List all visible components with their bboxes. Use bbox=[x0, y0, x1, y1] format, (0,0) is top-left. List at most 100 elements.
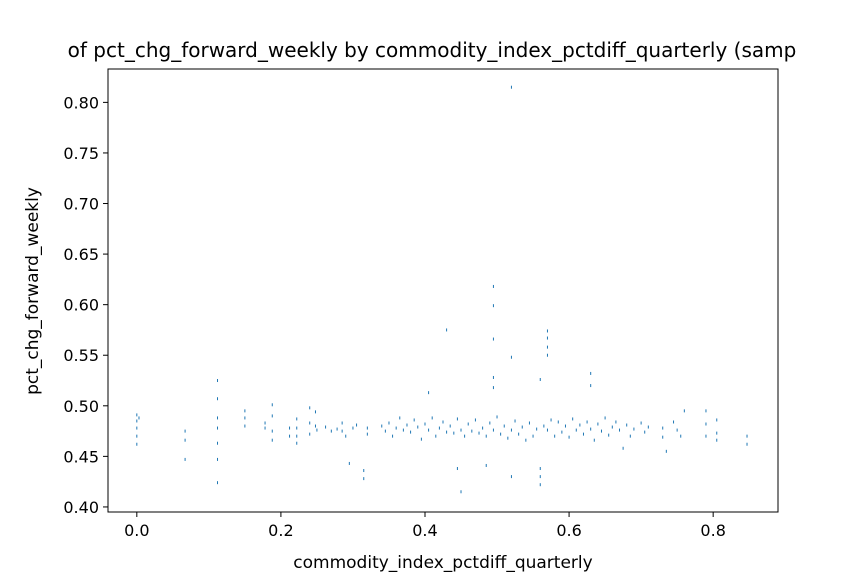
data-point bbox=[536, 427, 538, 431]
y-tick-label: 0.65 bbox=[63, 245, 99, 264]
data-point bbox=[289, 434, 291, 438]
data-point bbox=[467, 422, 469, 426]
data-point bbox=[489, 421, 491, 425]
data-point bbox=[395, 426, 397, 430]
data-point bbox=[579, 423, 581, 427]
data-point bbox=[647, 425, 649, 429]
data-point bbox=[244, 416, 246, 420]
data-point bbox=[510, 475, 512, 479]
data-point bbox=[341, 429, 343, 433]
data-point bbox=[296, 426, 298, 430]
data-point bbox=[309, 421, 311, 425]
data-point bbox=[611, 425, 613, 429]
data-point bbox=[384, 429, 386, 433]
y-axis-label: pct_chg_forward_weekly bbox=[23, 187, 43, 395]
data-point bbox=[428, 391, 430, 395]
data-point bbox=[184, 438, 186, 442]
data-point bbox=[492, 375, 494, 379]
data-point bbox=[510, 85, 512, 89]
x-axis-label: commodity_index_pctdiff_quarterly bbox=[293, 553, 592, 573]
data-point bbox=[366, 426, 368, 430]
data-point bbox=[381, 424, 383, 428]
data-point bbox=[442, 420, 444, 424]
data-point bbox=[572, 417, 574, 421]
data-point bbox=[676, 428, 678, 432]
data-point bbox=[521, 425, 523, 429]
y-tick-label: 0.55 bbox=[63, 346, 99, 365]
x-tick-label: 0.2 bbox=[268, 521, 293, 540]
data-point bbox=[546, 353, 548, 357]
data-point bbox=[539, 378, 541, 381]
data-point bbox=[435, 434, 437, 438]
data-point bbox=[716, 431, 718, 435]
y-tick-label: 0.75 bbox=[63, 144, 99, 163]
data-point bbox=[474, 418, 476, 422]
data-point bbox=[482, 426, 484, 430]
data-point bbox=[590, 427, 592, 431]
data-point bbox=[518, 432, 520, 436]
data-point bbox=[271, 414, 273, 418]
data-point bbox=[554, 434, 556, 438]
data-point bbox=[662, 426, 664, 430]
data-point bbox=[446, 430, 448, 434]
data-point bbox=[356, 423, 358, 427]
data-point bbox=[410, 430, 412, 434]
data-point bbox=[363, 477, 365, 481]
data-point bbox=[746, 434, 748, 438]
data-point bbox=[271, 403, 273, 407]
data-point bbox=[514, 419, 516, 423]
data-point bbox=[597, 422, 599, 426]
data-point bbox=[626, 423, 628, 427]
data-point bbox=[492, 284, 494, 288]
data-point bbox=[217, 441, 219, 445]
data-point bbox=[296, 434, 298, 438]
data-point bbox=[184, 457, 186, 461]
data-point bbox=[478, 431, 480, 435]
data-point bbox=[683, 409, 685, 413]
data-point bbox=[705, 409, 707, 413]
data-point bbox=[561, 430, 563, 434]
chart-title: of pct_chg_forward_weekly by commodity_i… bbox=[68, 38, 797, 62]
data-point bbox=[496, 415, 498, 419]
y-tick-label: 0.80 bbox=[63, 93, 99, 112]
data-point bbox=[217, 416, 219, 420]
data-point bbox=[629, 434, 631, 438]
data-point bbox=[716, 438, 718, 442]
data-point bbox=[428, 428, 430, 432]
data-point bbox=[366, 432, 368, 436]
data-point bbox=[244, 424, 246, 428]
data-point bbox=[746, 442, 748, 446]
data-point bbox=[314, 410, 316, 414]
data-point bbox=[485, 463, 487, 467]
data-point bbox=[665, 449, 667, 453]
data-point bbox=[564, 424, 566, 428]
data-point bbox=[413, 418, 415, 422]
data-point bbox=[460, 490, 462, 494]
data-point bbox=[557, 420, 559, 424]
data-point bbox=[485, 434, 487, 438]
data-point bbox=[309, 406, 311, 410]
data-point bbox=[316, 428, 318, 432]
data-point bbox=[590, 371, 592, 375]
data-point bbox=[546, 428, 548, 432]
data-point bbox=[575, 428, 577, 432]
data-point bbox=[264, 421, 266, 425]
data-point bbox=[500, 432, 502, 436]
data-point bbox=[136, 442, 138, 446]
data-point bbox=[546, 329, 548, 333]
x-tick-label: 0.6 bbox=[556, 521, 581, 540]
data-point bbox=[464, 434, 466, 438]
data-point bbox=[640, 421, 642, 425]
data-point bbox=[345, 434, 347, 438]
data-point bbox=[289, 426, 291, 430]
data-point bbox=[309, 432, 311, 436]
data-point bbox=[217, 457, 219, 461]
data-point bbox=[392, 434, 394, 438]
data-point bbox=[244, 409, 246, 413]
data-point bbox=[217, 379, 219, 383]
data-point bbox=[543, 424, 545, 428]
data-point bbox=[528, 421, 530, 425]
data-point bbox=[568, 435, 570, 439]
data-point bbox=[510, 355, 512, 359]
data-point bbox=[582, 432, 584, 436]
